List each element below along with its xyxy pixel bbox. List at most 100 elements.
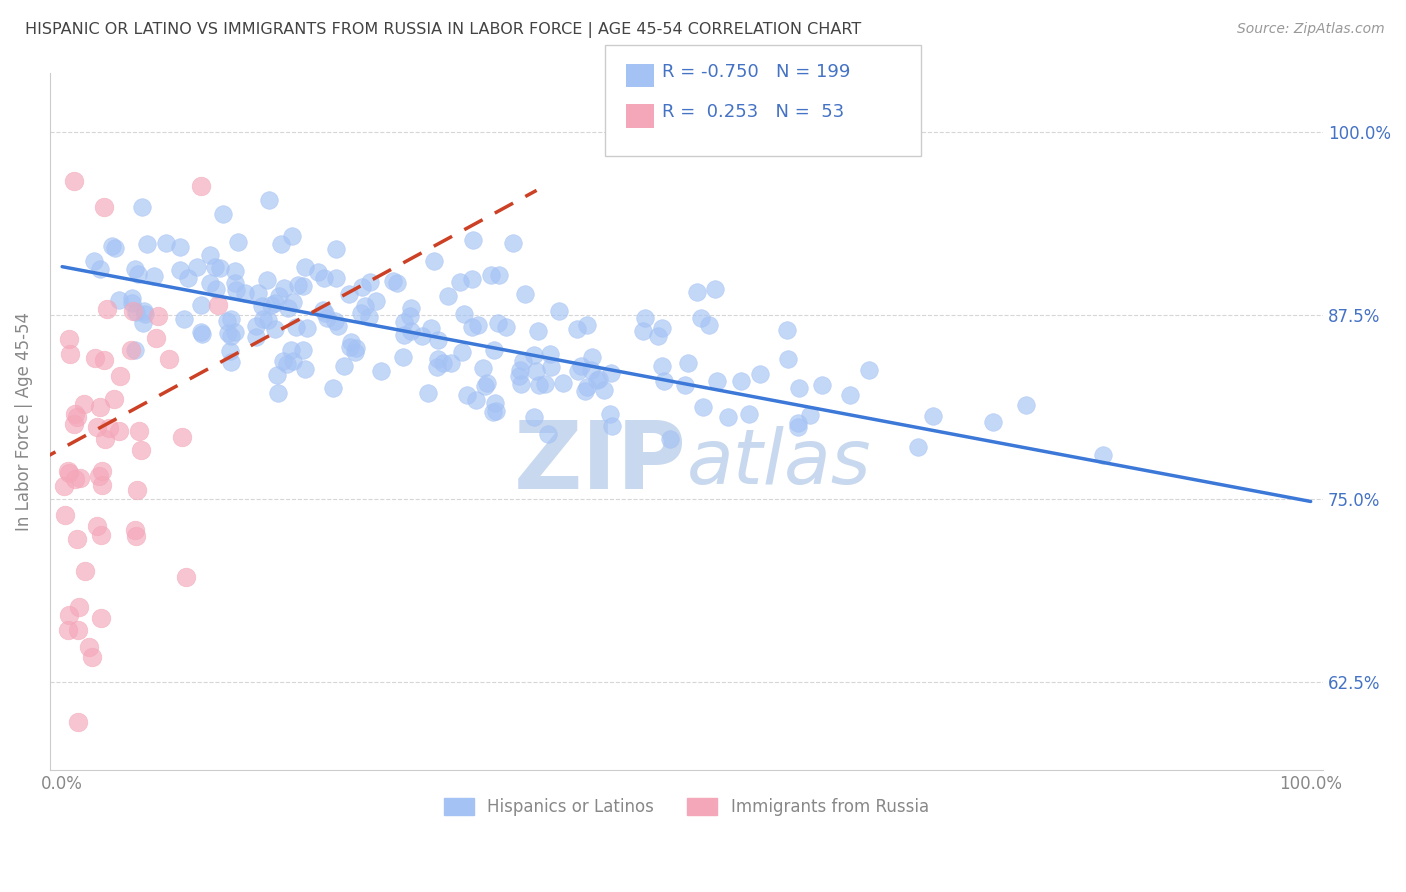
Point bbox=[508, 369, 530, 384]
Point bbox=[488, 268, 510, 282]
Point bbox=[540, 360, 562, 375]
Point bbox=[120, 343, 142, 358]
Point bbox=[527, 324, 550, 338]
Point bbox=[91, 464, 114, 478]
Point bbox=[981, 416, 1004, 430]
Point bbox=[90, 610, 112, 624]
Point bbox=[527, 378, 550, 392]
Point bbox=[588, 372, 610, 386]
Point bbox=[337, 286, 360, 301]
Point bbox=[157, 351, 180, 366]
Point bbox=[359, 275, 381, 289]
Point bbox=[89, 400, 111, 414]
Text: atlas: atlas bbox=[686, 426, 870, 500]
Point bbox=[344, 341, 367, 355]
Point bbox=[256, 273, 278, 287]
Point bbox=[659, 432, 682, 446]
Point bbox=[63, 174, 86, 188]
Point bbox=[312, 271, 335, 285]
Point bbox=[485, 403, 508, 417]
Point bbox=[536, 426, 558, 441]
Point bbox=[69, 471, 91, 485]
Point bbox=[104, 241, 127, 255]
Point bbox=[108, 368, 131, 383]
Point bbox=[198, 247, 221, 261]
Point bbox=[89, 261, 111, 276]
Point bbox=[567, 364, 589, 378]
Point bbox=[574, 384, 596, 398]
Point bbox=[456, 388, 478, 402]
Point bbox=[56, 464, 79, 478]
Point bbox=[190, 178, 212, 193]
Point bbox=[706, 374, 728, 388]
Point bbox=[647, 329, 669, 343]
Point bbox=[513, 287, 536, 301]
Point bbox=[205, 282, 228, 296]
Point bbox=[66, 532, 89, 546]
Point bbox=[509, 363, 531, 377]
Point bbox=[257, 313, 280, 327]
Point bbox=[121, 291, 143, 305]
Point bbox=[730, 374, 752, 388]
Point bbox=[83, 253, 105, 268]
Point bbox=[600, 418, 623, 433]
Point bbox=[416, 386, 439, 401]
Point bbox=[502, 236, 524, 251]
Point bbox=[839, 387, 862, 401]
Point bbox=[359, 310, 381, 324]
Point bbox=[169, 240, 191, 254]
Point bbox=[247, 285, 270, 300]
Point bbox=[277, 301, 299, 315]
Legend: Hispanics or Latinos, Immigrants from Russia: Hispanics or Latinos, Immigrants from Ru… bbox=[436, 789, 938, 824]
Point bbox=[382, 274, 405, 288]
Point bbox=[579, 363, 602, 377]
Point bbox=[63, 472, 86, 486]
Point bbox=[73, 397, 96, 411]
Point bbox=[131, 442, 153, 457]
Point bbox=[787, 419, 810, 434]
Point bbox=[350, 306, 373, 320]
Point bbox=[633, 310, 655, 325]
Point bbox=[482, 405, 505, 419]
Point bbox=[103, 392, 125, 406]
Point bbox=[53, 508, 76, 522]
Point bbox=[134, 307, 156, 321]
Point bbox=[523, 348, 546, 362]
Point bbox=[599, 407, 621, 421]
Point bbox=[280, 229, 302, 244]
Point bbox=[250, 299, 273, 313]
Point bbox=[453, 307, 475, 321]
Point bbox=[125, 305, 148, 319]
Point bbox=[52, 479, 75, 493]
Point bbox=[461, 272, 484, 286]
Point bbox=[245, 330, 267, 344]
Point bbox=[132, 304, 155, 318]
Point bbox=[392, 315, 415, 329]
Point bbox=[287, 277, 309, 292]
Point bbox=[676, 356, 699, 370]
Point bbox=[86, 519, 108, 533]
Point bbox=[652, 374, 675, 388]
Point bbox=[87, 469, 110, 483]
Text: HISPANIC OR LATINO VS IMMIGRANTS FROM RUSSIA IN LABOR FORCE | AGE 45-54 CORRELAT: HISPANIC OR LATINO VS IMMIGRANTS FROM RU… bbox=[25, 22, 862, 38]
Point bbox=[787, 381, 810, 395]
Point bbox=[224, 264, 246, 278]
Point bbox=[65, 408, 87, 422]
Point bbox=[198, 277, 221, 291]
Point bbox=[94, 432, 117, 446]
Point bbox=[704, 282, 727, 296]
Y-axis label: In Labor Force | Age 45-54: In Labor Force | Age 45-54 bbox=[15, 312, 32, 531]
Point bbox=[131, 200, 153, 214]
Point bbox=[208, 260, 231, 275]
Point bbox=[170, 430, 193, 444]
Point bbox=[328, 319, 350, 334]
Point bbox=[449, 275, 471, 289]
Point bbox=[96, 301, 118, 316]
Point bbox=[316, 311, 339, 326]
Point bbox=[1092, 448, 1115, 462]
Point bbox=[66, 714, 89, 729]
Point bbox=[423, 253, 446, 268]
Point bbox=[440, 356, 463, 370]
Point bbox=[58, 466, 80, 480]
Point bbox=[127, 267, 149, 281]
